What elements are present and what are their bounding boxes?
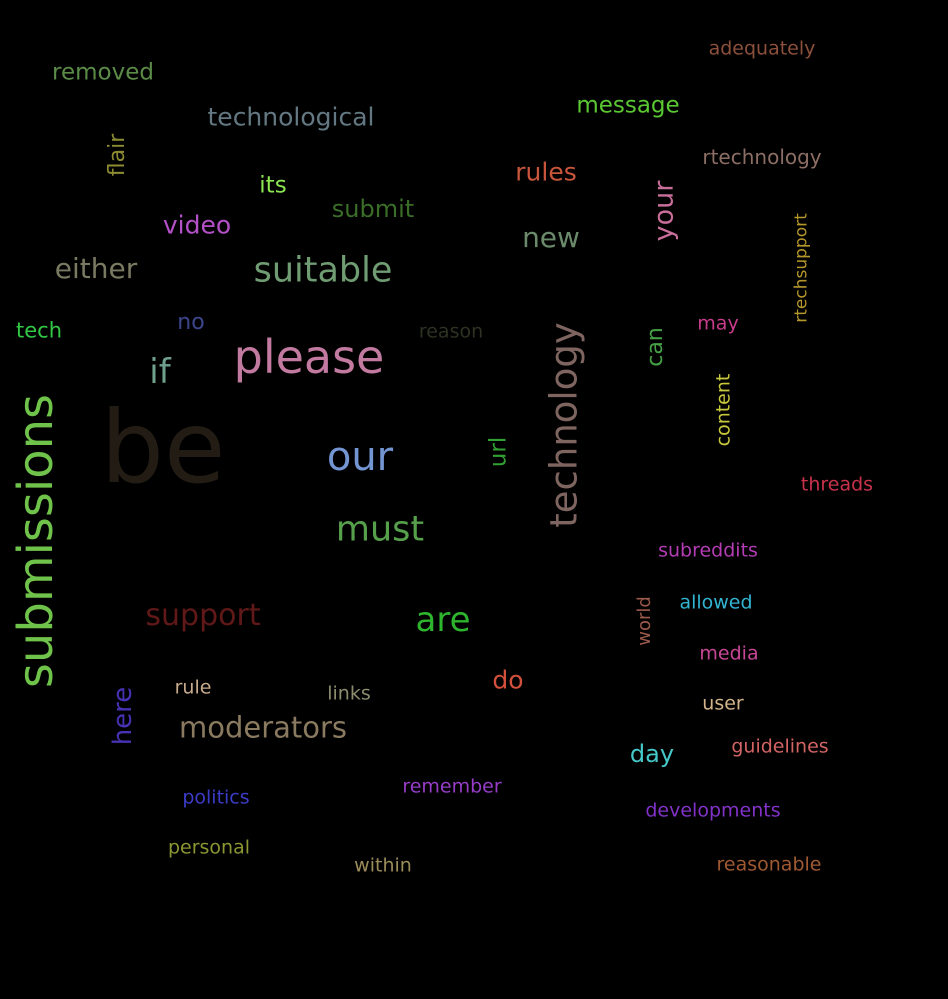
word-our: our <box>326 434 394 480</box>
word-please: please <box>233 330 385 384</box>
word-day: day <box>629 740 675 768</box>
word-your: your <box>648 180 680 242</box>
word-submit: submit <box>331 195 415 223</box>
word-technological: technological <box>207 102 375 132</box>
word-user: user <box>702 692 744 715</box>
word-allowed: allowed <box>679 591 753 614</box>
word-subreddits: subreddits <box>658 539 758 562</box>
word-be: be <box>100 389 226 506</box>
word-its: its <box>259 172 287 199</box>
word-personal: personal <box>167 836 251 859</box>
word-removed: removed <box>52 59 154 86</box>
word-rules: rules <box>515 157 577 187</box>
word-no: no <box>177 310 205 335</box>
word-video: video <box>162 210 232 240</box>
word-moderators: moderators <box>178 710 348 745</box>
word-new: new <box>522 221 580 254</box>
word-world: world <box>634 596 655 646</box>
word-guidelines: guidelines <box>731 735 829 758</box>
word-politics: politics <box>182 786 250 809</box>
word-url: url <box>485 436 512 468</box>
word-can: can <box>643 327 668 367</box>
word-must: must <box>335 509 425 550</box>
word-content: content <box>712 373 735 447</box>
word-submissions: submissions <box>8 393 64 689</box>
word-suitable: suitable <box>253 250 393 291</box>
word-do: do <box>492 665 524 695</box>
word-remember: remember <box>402 775 502 798</box>
word-reasonable: reasonable <box>716 853 822 876</box>
word-may: may <box>697 312 739 335</box>
word-technology: technology <box>542 322 586 528</box>
word-threads: threads <box>800 473 874 496</box>
word-either: either <box>54 252 138 285</box>
word-media: media <box>699 642 759 665</box>
word-are: are <box>415 600 471 640</box>
word-here: here <box>108 686 138 746</box>
word-message: message <box>576 92 680 119</box>
word-if: if <box>149 352 171 392</box>
word-rtechnology: rtechnology <box>702 145 822 169</box>
word-support: support <box>145 598 261 633</box>
word-rtechsupport: rtechsupport <box>791 213 812 323</box>
word-rule: rule <box>174 676 212 699</box>
word-tech: tech <box>15 318 63 343</box>
word-links: links <box>327 682 371 705</box>
word-within: within <box>354 854 412 877</box>
word-developments: developments <box>645 799 781 822</box>
word-reason: reason <box>418 320 484 343</box>
word-adequately: adequately <box>708 37 816 60</box>
word-flair: flair <box>105 133 130 177</box>
